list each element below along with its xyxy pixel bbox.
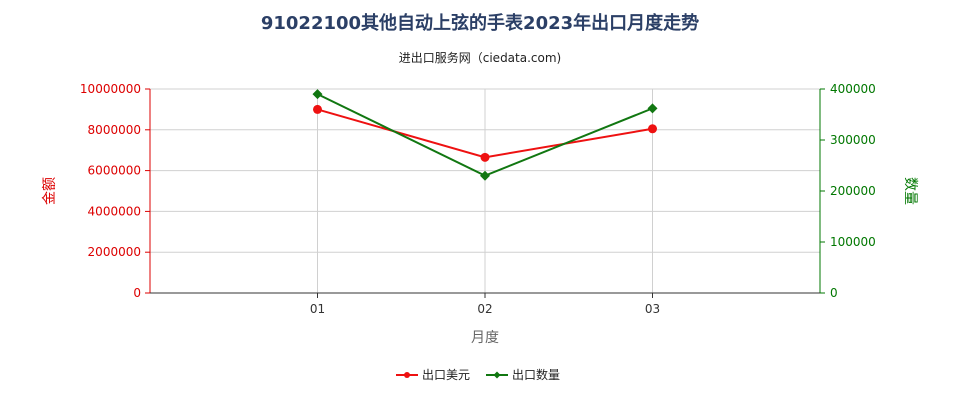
y-axis-right-tick-label: 100000 <box>830 235 876 249</box>
legend: 出口美元 出口数量 <box>396 367 560 382</box>
y-axis-left-tick-label: 2000000 <box>88 245 141 259</box>
x-axis-tick-label: 02 <box>477 302 492 316</box>
series-point-1 <box>480 152 490 162</box>
legend-marker-2 <box>493 371 501 379</box>
y-axis-left-tick-label: 4000000 <box>88 204 141 218</box>
y-axis-left-tick-label: 8000000 <box>88 123 141 137</box>
y-axis-left-tick-label: 10000000 <box>80 82 141 96</box>
legend-marker-1 <box>404 372 410 378</box>
y-axis-left-tick-label: 6000000 <box>88 164 141 178</box>
x-axis-label: 月度 <box>471 330 499 346</box>
x-axis-tick-label: 01 <box>310 302 325 316</box>
x-axis-tick-label: 03 <box>645 302 660 316</box>
legend-label-2: 出口数量 <box>512 367 560 382</box>
series-point-2 <box>480 170 490 181</box>
y-axis-right-tick-label: 300000 <box>830 133 876 147</box>
y-axis-left-tick-label: 0 <box>133 286 141 300</box>
y-axis-right-label: 数量 <box>902 177 918 205</box>
series-point-1 <box>648 124 657 134</box>
series-point-2 <box>312 89 323 100</box>
series-point-2 <box>647 103 658 114</box>
y-axis-right-tick-label: 0 <box>830 286 838 300</box>
series-point-1 <box>313 104 322 114</box>
y-axis-left-label: 金额 <box>42 177 58 205</box>
y-axis-right-tick-label: 400000 <box>830 82 876 96</box>
chart-title: 91022100其他自动上弦的手表2023年出口月度走势 <box>261 12 699 34</box>
legend-label-1: 出口美元 <box>422 368 470 382</box>
chart-subtitle: 进出口服务网（ciedata.com) <box>399 50 561 65</box>
y-axis-right-tick-label: 200000 <box>830 184 876 198</box>
